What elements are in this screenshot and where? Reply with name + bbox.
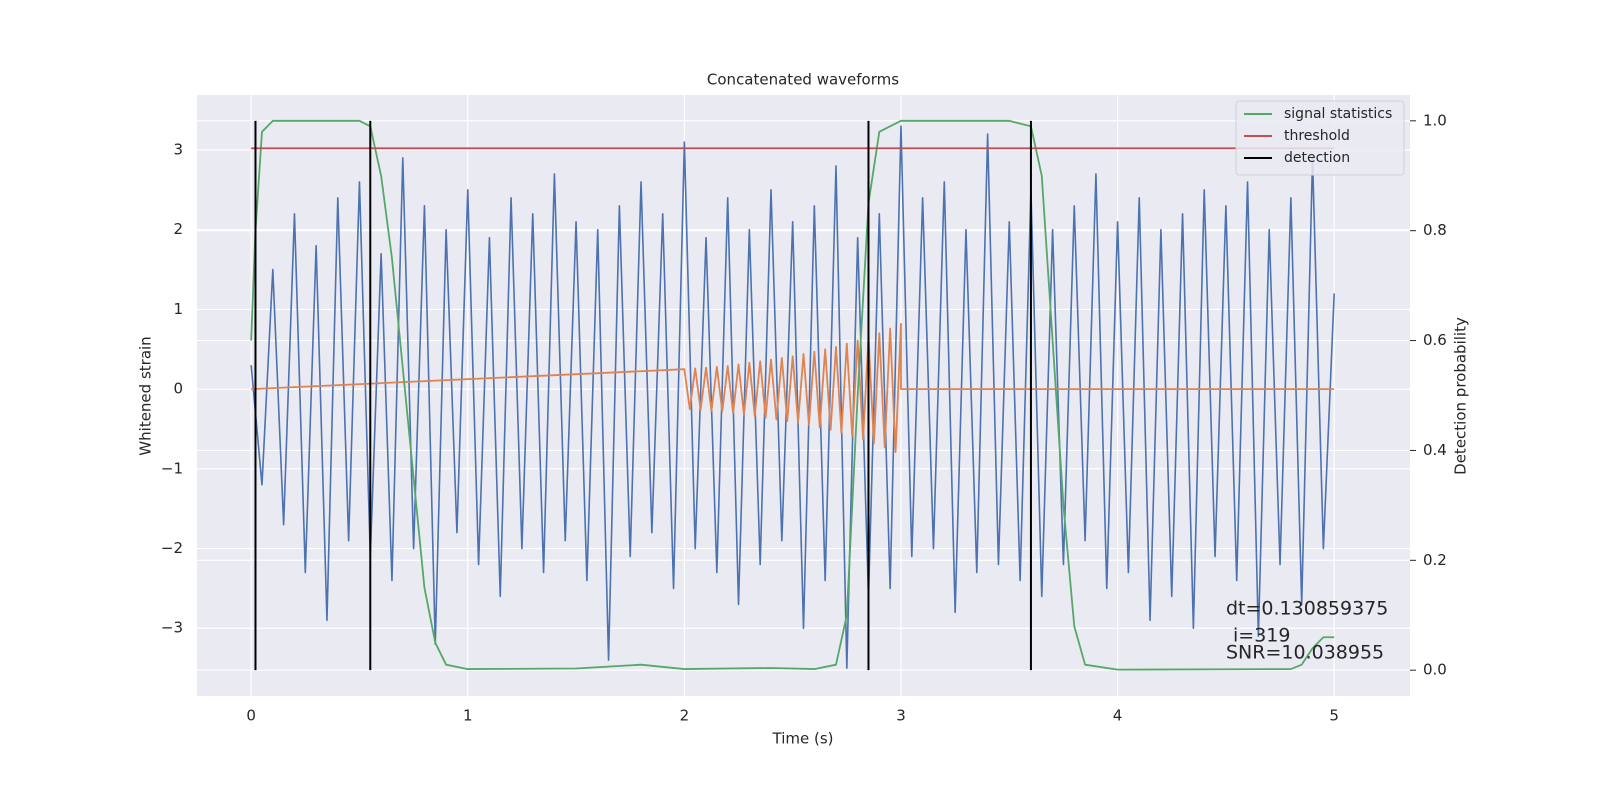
plot-area	[197, 95, 1410, 696]
marks	[250, 119, 1335, 671]
y2-tick-label: 0.0	[1423, 661, 1447, 679]
series-line	[250, 119, 1335, 671]
y2-axis-label: Detection probability	[1452, 317, 1470, 475]
x-tick-label: 4	[1113, 707, 1123, 725]
x-tick-label: 2	[680, 707, 690, 725]
x-axis-label: Time (s)	[772, 730, 834, 748]
y2-tick-label: 0.4	[1423, 441, 1447, 459]
y-tick-label: 3	[173, 140, 183, 158]
legend: signal statistics threshold detection	[1235, 100, 1405, 176]
labels: 0 1 2 3 4 5 −3 −2 −1 0 1 2 3 0.0 0.2 0.4 0.6 0.8 1.0	[161, 111, 1447, 724]
y-tick-label: 2	[173, 220, 183, 238]
x-tick-label: 5	[1329, 707, 1339, 725]
legend-label: detection	[1284, 150, 1350, 166]
y-tick-label: −1	[161, 459, 183, 477]
series-line	[251, 322, 1335, 453]
y-tick-label: −3	[161, 619, 183, 637]
x-tick-label: 1	[463, 707, 473, 725]
x-tick-label: 3	[896, 707, 906, 725]
annotation: SNR=10.038955	[1226, 642, 1384, 664]
y-tick-label: 0	[173, 380, 183, 398]
annotation: dt=0.130859375	[1226, 598, 1388, 620]
x-tick-label: 0	[246, 707, 256, 725]
y-tick-label: −2	[161, 539, 183, 557]
y2-tick-label: 0.8	[1423, 221, 1447, 239]
legend-label: threshold	[1284, 128, 1350, 144]
y2-tick-label: 0.6	[1423, 331, 1447, 349]
annotation: i=319	[1233, 625, 1290, 647]
series-line	[250, 125, 1335, 669]
y2-tick-label: 1.0	[1423, 111, 1447, 129]
y-tick-label: 1	[173, 300, 183, 318]
y2-tick-label: 0.2	[1423, 551, 1447, 569]
chart-title: Concatenated waveforms	[707, 71, 899, 89]
y-axis-label: Whitened strain	[137, 336, 155, 455]
legend-box	[1235, 100, 1405, 176]
legend-label: signal statistics	[1284, 106, 1392, 122]
